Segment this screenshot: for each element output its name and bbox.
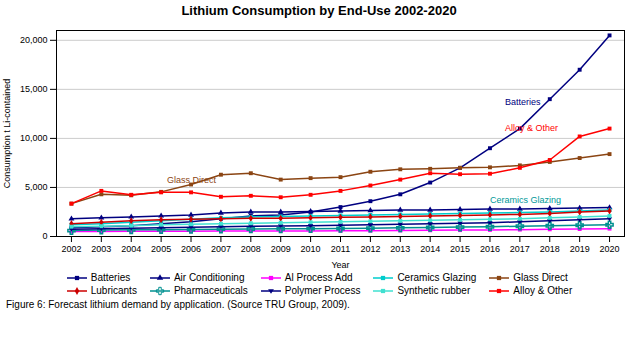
html-text:Lubricants: Lubricants [90, 285, 137, 296]
svg-text:2006: 2006 [181, 244, 201, 254]
svg-text:2003: 2003 [91, 244, 111, 254]
html-text:Glass Direct: Glass Direct [513, 272, 568, 283]
html-text:Al Process Add: Al Process Add [284, 272, 353, 283]
svg-text:2015: 2015 [450, 244, 470, 254]
svg-text:20,000: 20,000 [20, 35, 48, 45]
html-text:Pharmaceuticals: Pharmaceuticals [173, 285, 248, 296]
svg-text:0: 0 [42, 231, 47, 241]
html-text:Batteries: Batteries [90, 272, 131, 283]
svg-text:2002: 2002 [61, 244, 81, 254]
html-text:Ceramics Glazing: Ceramics Glazing [397, 272, 477, 283]
html-text:Alloy & Other: Alloy & Other [513, 285, 573, 296]
html-text:Air Conditioning: Air Conditioning [173, 272, 245, 283]
svg-text:2010: 2010 [301, 244, 321, 254]
svg-text:2004: 2004 [121, 244, 141, 254]
svg-text:2018: 2018 [540, 244, 560, 254]
svg-text:2016: 2016 [480, 244, 500, 254]
html-text:Polymer Process: Polymer Process [284, 285, 361, 296]
svg-text:Batteries: Batteries [505, 97, 541, 107]
svg-text:2008: 2008 [241, 244, 261, 254]
svg-text:Ceramics Glazing: Ceramics Glazing [490, 195, 561, 205]
html-text:Lithium Consumption by End-Use: Lithium Consumption by End-Use 2002-2020 [181, 3, 457, 18]
svg-text:2017: 2017 [510, 244, 530, 254]
svg-text:Glass Direct: Glass Direct [167, 175, 217, 185]
svg-text:15,000: 15,000 [20, 84, 48, 94]
svg-text:2012: 2012 [360, 244, 380, 254]
svg-text:5,000: 5,000 [25, 182, 48, 192]
svg-text:2013: 2013 [390, 244, 410, 254]
svg-text:2007: 2007 [211, 244, 231, 254]
svg-text:2019: 2019 [570, 244, 590, 254]
svg-text:2014: 2014 [420, 244, 440, 254]
svg-text:2009: 2009 [271, 244, 291, 254]
html-text:Figure 6: Forecast lithium dem: Figure 6: Forecast lithium demand by app… [6, 299, 350, 310]
html-text:Synthetic rubber: Synthetic rubber [397, 285, 471, 296]
svg-text:2011: 2011 [331, 244, 350, 254]
svg-text:Alloy & Other: Alloy & Other [505, 123, 558, 133]
svg-text:Consumption t Li-contained: Consumption t Li-contained [2, 79, 12, 189]
svg-text:10,000: 10,000 [20, 133, 48, 143]
svg-text:2005: 2005 [151, 244, 171, 254]
svg-text:2020: 2020 [600, 244, 620, 254]
svg-text:Year: Year [331, 260, 349, 270]
